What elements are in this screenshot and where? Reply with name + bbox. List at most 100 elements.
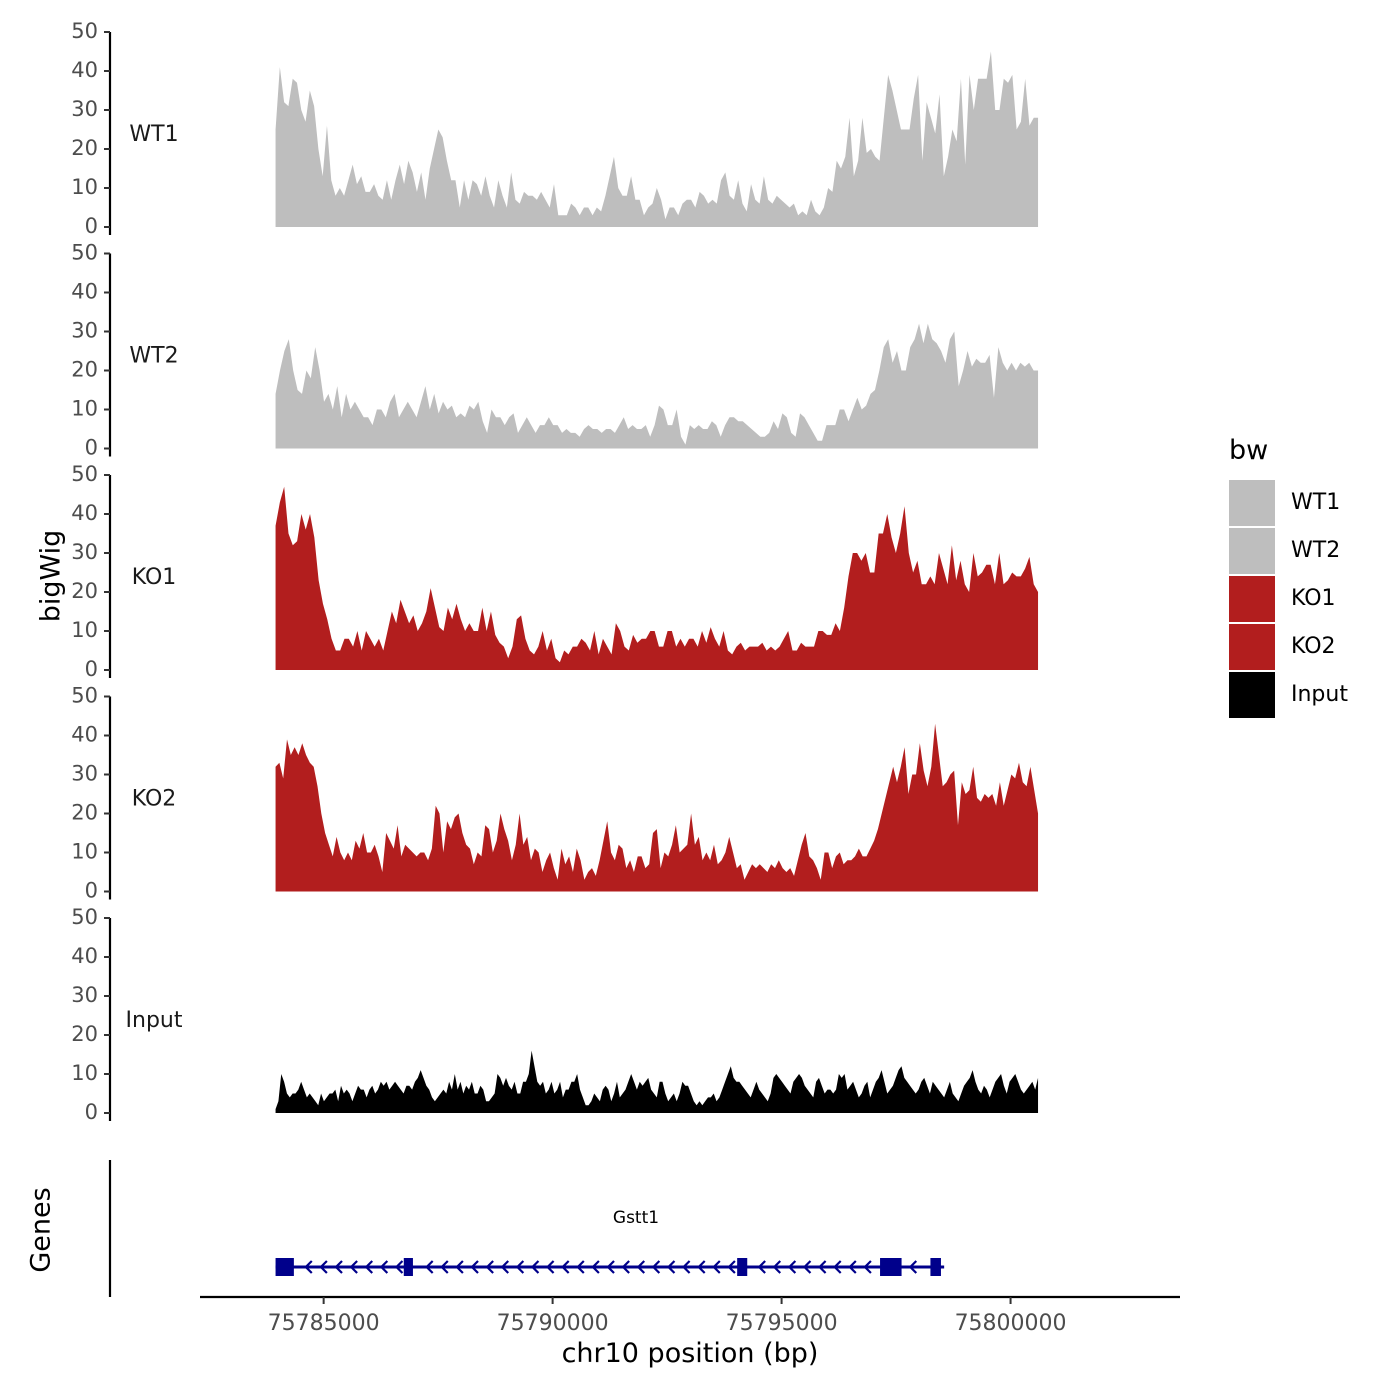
signal-area-ko2	[275, 723, 1039, 892]
track-label-ko2: KO2	[132, 787, 177, 812]
strand-arrow	[651, 1260, 661, 1274]
strand-arrow	[379, 1260, 389, 1274]
y-tick-label-wt1-10: 10	[71, 175, 98, 199]
strand-arrow	[591, 1260, 600, 1274]
strand-arrow	[546, 1260, 555, 1274]
strand-arrow	[697, 1260, 706, 1274]
legend-label-ko2: KO2	[1291, 634, 1336, 659]
strand-arrow	[576, 1260, 585, 1274]
genes-axis-title: Genes	[26, 1187, 57, 1272]
y-tick-label-input-10: 10	[71, 1061, 98, 1085]
y-tick-label-wt2-10: 10	[71, 397, 98, 421]
strand-arrow	[319, 1260, 328, 1274]
y-tick-label-wt1-50: 50	[71, 19, 98, 43]
signal-area-wt1	[275, 51, 1039, 227]
strand-arrow	[500, 1260, 510, 1274]
y-tick-label-ko1-10: 10	[71, 618, 98, 642]
y-tick-label-ko2-0: 0	[85, 879, 98, 903]
strand-arrow	[848, 1260, 857, 1274]
y-tick-label-wt2-0: 0	[85, 436, 98, 460]
strand-arrow	[334, 1260, 343, 1274]
y-tick-label-input-20: 20	[71, 1022, 98, 1046]
y-tick-label-wt2-30: 30	[71, 319, 98, 343]
legend-key-ko1	[1229, 576, 1275, 622]
y-tick-label-ko1-0: 0	[85, 657, 98, 681]
track-label-wt2: WT2	[129, 344, 178, 369]
legend-title: bw	[1229, 435, 1268, 466]
y-tick-label-input-0: 0	[85, 1100, 98, 1124]
strand-arrow	[394, 1260, 404, 1274]
strand-arrow	[727, 1260, 736, 1274]
strand-arrow	[304, 1260, 313, 1274]
track-label-input: Input	[126, 1008, 183, 1033]
y-tick-label-input-50: 50	[71, 905, 98, 929]
y-tick-label-ko2-40: 40	[71, 723, 98, 747]
strand-arrow	[425, 1260, 434, 1274]
legend-key-ko2	[1229, 624, 1275, 670]
signal-area-ko1	[275, 486, 1039, 670]
x-tick-label-75795000: 75795000	[726, 1311, 838, 1336]
gene-label: Gstt1	[613, 1208, 659, 1228]
exon-5	[930, 1258, 941, 1276]
legend-key-input	[1229, 672, 1275, 718]
strand-arrow	[863, 1260, 872, 1274]
strand-arrow	[712, 1260, 721, 1274]
y-tick-label-wt1-40: 40	[71, 58, 98, 82]
x-tick-label-75785000: 75785000	[268, 1311, 380, 1336]
strand-arrow	[621, 1260, 630, 1274]
legend-label-input: Input	[1291, 682, 1348, 707]
y-tick-label-wt2-20: 20	[71, 358, 98, 382]
x-tick-label-75790000: 75790000	[497, 1311, 609, 1336]
exon-2	[403, 1258, 413, 1276]
y-axis-title: bigWig	[36, 530, 67, 623]
legend-key-wt2	[1229, 528, 1275, 574]
legend-label-wt2: WT2	[1291, 538, 1340, 563]
signal-area-input	[275, 1050, 1039, 1113]
strand-arrow	[606, 1260, 615, 1274]
strand-arrow	[666, 1260, 676, 1274]
y-tick-label-ko1-40: 40	[71, 501, 98, 525]
strand-arrow	[455, 1260, 464, 1274]
strand-arrow	[908, 1260, 918, 1274]
strand-arrow	[440, 1260, 449, 1274]
strand-arrow	[636, 1260, 646, 1274]
legend-label-ko1: KO1	[1291, 586, 1336, 611]
exon-4	[880, 1258, 902, 1276]
strand-arrow	[561, 1260, 570, 1274]
y-tick-label-ko1-30: 30	[71, 540, 98, 564]
y-tick-label-wt2-50: 50	[71, 241, 98, 265]
exon-1	[275, 1258, 294, 1276]
y-tick-label-wt1-20: 20	[71, 136, 98, 160]
x-tick-label-75800000: 75800000	[955, 1311, 1067, 1336]
track-label-ko1: KO1	[132, 565, 177, 590]
y-tick-label-ko1-20: 20	[71, 579, 98, 603]
y-tick-label-ko2-30: 30	[71, 762, 98, 786]
strand-arrow	[470, 1260, 479, 1274]
y-tick-label-wt1-0: 0	[85, 214, 98, 238]
y-tick-label-ko2-20: 20	[71, 801, 98, 825]
y-tick-label-ko2-10: 10	[71, 840, 98, 864]
track-label-wt1: WT1	[129, 122, 178, 147]
strand-arrow	[772, 1260, 782, 1274]
strand-arrow	[364, 1260, 374, 1274]
y-tick-label-ko2-50: 50	[71, 684, 98, 708]
y-tick-label-input-40: 40	[71, 944, 98, 968]
strand-arrow	[530, 1260, 540, 1274]
y-tick-label-wt1-30: 30	[71, 97, 98, 121]
strand-arrow	[818, 1260, 827, 1274]
strand-arrow	[802, 1260, 812, 1274]
strand-arrow	[349, 1260, 358, 1274]
legend-key-wt1	[1229, 480, 1275, 526]
strand-arrow	[757, 1260, 766, 1274]
strand-arrow	[833, 1260, 842, 1274]
y-tick-label-input-30: 30	[71, 983, 98, 1007]
signal-area-wt2	[275, 323, 1039, 449]
strand-arrow	[682, 1260, 691, 1274]
legend-label-wt1: WT1	[1291, 490, 1340, 515]
y-tick-label-ko1-50: 50	[71, 462, 98, 486]
strand-arrow	[485, 1260, 494, 1274]
strand-arrow	[787, 1260, 797, 1274]
x-axis-title: chr10 position (bp)	[562, 1338, 819, 1369]
